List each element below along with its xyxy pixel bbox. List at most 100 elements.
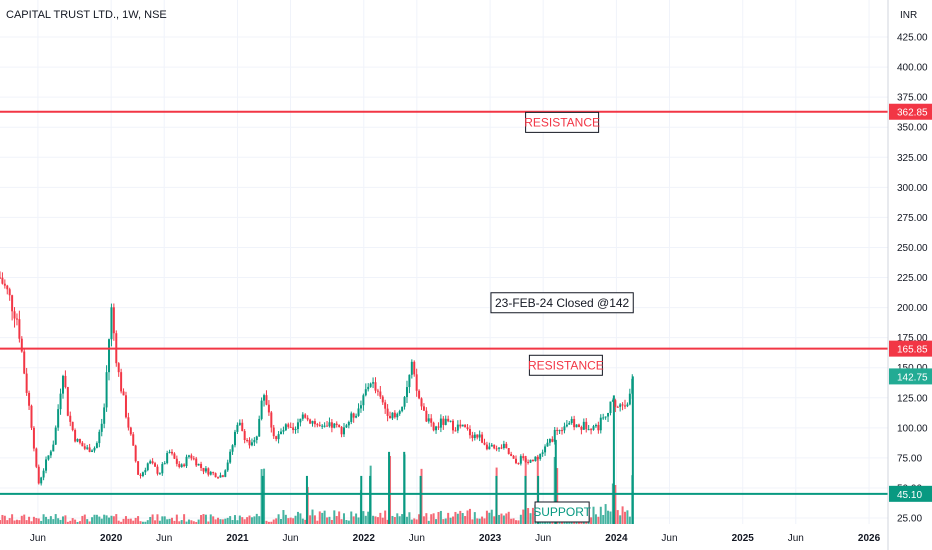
candle-body bbox=[619, 404, 622, 407]
candle-body bbox=[233, 431, 236, 446]
currency-label[interactable]: INR bbox=[900, 10, 917, 21]
candle-body bbox=[607, 412, 610, 417]
candle-body bbox=[352, 413, 355, 418]
candle-body bbox=[183, 464, 186, 467]
candle-body bbox=[217, 477, 220, 479]
candle-body bbox=[401, 406, 404, 412]
candle-body bbox=[168, 451, 171, 453]
chart-title: CAPITAL TRUST LTD., 1W, NSE bbox=[6, 9, 167, 21]
candle-body bbox=[495, 448, 498, 450]
annotation-box[interactable] bbox=[534, 501, 590, 523]
volume-bar bbox=[187, 519, 190, 524]
candle-body bbox=[224, 470, 227, 477]
candle-body bbox=[11, 295, 14, 312]
volume-bar bbox=[531, 507, 534, 524]
candle-body bbox=[340, 426, 343, 435]
candle-body bbox=[15, 318, 18, 320]
volume-bar bbox=[473, 512, 476, 524]
candle-body bbox=[522, 456, 525, 459]
volume-bar bbox=[202, 514, 205, 524]
price-tick-label: 250.00 bbox=[897, 243, 928, 254]
volume-bar bbox=[498, 514, 501, 524]
candle-body bbox=[381, 396, 384, 403]
volume-bar bbox=[391, 515, 394, 524]
volume-bar bbox=[1, 514, 4, 524]
volume-bar bbox=[18, 520, 21, 524]
candle-body bbox=[464, 424, 467, 428]
annotation-box[interactable] bbox=[525, 111, 600, 133]
volume-bar bbox=[229, 516, 232, 524]
candle-body bbox=[47, 455, 50, 460]
volume-bar bbox=[323, 510, 326, 524]
candle-body bbox=[379, 391, 382, 397]
candle-body bbox=[585, 421, 588, 430]
annotation-text: RESISTANCE bbox=[524, 115, 600, 129]
candle-body bbox=[100, 423, 103, 432]
candle-body bbox=[386, 408, 389, 416]
candle-body bbox=[626, 404, 629, 407]
annotation-box[interactable] bbox=[490, 292, 634, 314]
candle-body bbox=[364, 389, 367, 396]
candle-body bbox=[551, 439, 554, 442]
volume-bar bbox=[83, 514, 86, 524]
candle-body bbox=[141, 472, 144, 476]
candle-body bbox=[28, 392, 31, 406]
candle-body bbox=[209, 472, 212, 475]
candle-body bbox=[335, 423, 338, 425]
candle-body bbox=[514, 458, 517, 464]
volume-bar bbox=[156, 514, 159, 524]
volume-bar bbox=[260, 469, 263, 524]
volume-bar bbox=[488, 512, 491, 524]
volume-bar bbox=[214, 519, 217, 524]
candle-body bbox=[229, 451, 232, 463]
volume-bar bbox=[88, 521, 91, 524]
candle-body bbox=[393, 412, 396, 418]
volume-bar bbox=[352, 516, 355, 524]
volume-bar bbox=[374, 516, 377, 524]
candle-body bbox=[154, 463, 157, 467]
time-tick-label: Jun bbox=[788, 533, 804, 544]
volume-bar bbox=[386, 519, 389, 524]
candle-body bbox=[476, 434, 479, 438]
volume-bar bbox=[0, 520, 1, 524]
candle-body bbox=[568, 422, 571, 425]
candle-body bbox=[602, 417, 605, 419]
volume-bar bbox=[408, 512, 411, 524]
candle-body bbox=[621, 404, 624, 406]
horizontal-levels bbox=[0, 110, 888, 495]
volume-bar bbox=[512, 518, 515, 524]
candle-body bbox=[301, 414, 304, 419]
candle-body bbox=[292, 427, 295, 430]
volume-bar bbox=[442, 519, 445, 524]
annotation-text: RESISTANCE bbox=[528, 358, 604, 372]
volume-bar bbox=[333, 510, 336, 524]
candle-body bbox=[66, 387, 69, 416]
volume-bar bbox=[616, 510, 619, 524]
candle-body bbox=[485, 444, 488, 450]
candle-body bbox=[236, 424, 239, 432]
volume-bar bbox=[117, 520, 120, 524]
volume-bar bbox=[345, 519, 348, 524]
candle-body bbox=[468, 428, 471, 436]
candle-body bbox=[197, 463, 200, 466]
candle-body bbox=[20, 338, 23, 352]
candle-body bbox=[587, 429, 590, 431]
candle-body bbox=[202, 467, 205, 472]
volume-bar bbox=[258, 516, 261, 524]
candle-body bbox=[577, 424, 580, 427]
volume-bar bbox=[103, 514, 106, 524]
candle-body bbox=[93, 447, 96, 451]
candle-body bbox=[81, 442, 84, 447]
volume-bar bbox=[326, 517, 329, 524]
volume-bar bbox=[277, 514, 280, 524]
annotation-box[interactable] bbox=[528, 354, 603, 376]
time-tick-label: 2024 bbox=[605, 533, 628, 544]
candle-body bbox=[536, 456, 539, 459]
candle-body bbox=[272, 427, 275, 437]
candle-body bbox=[37, 466, 40, 484]
candle-body bbox=[253, 440, 256, 443]
volume-bar bbox=[628, 516, 631, 524]
candle-body bbox=[415, 374, 418, 391]
candle-body bbox=[309, 419, 312, 424]
